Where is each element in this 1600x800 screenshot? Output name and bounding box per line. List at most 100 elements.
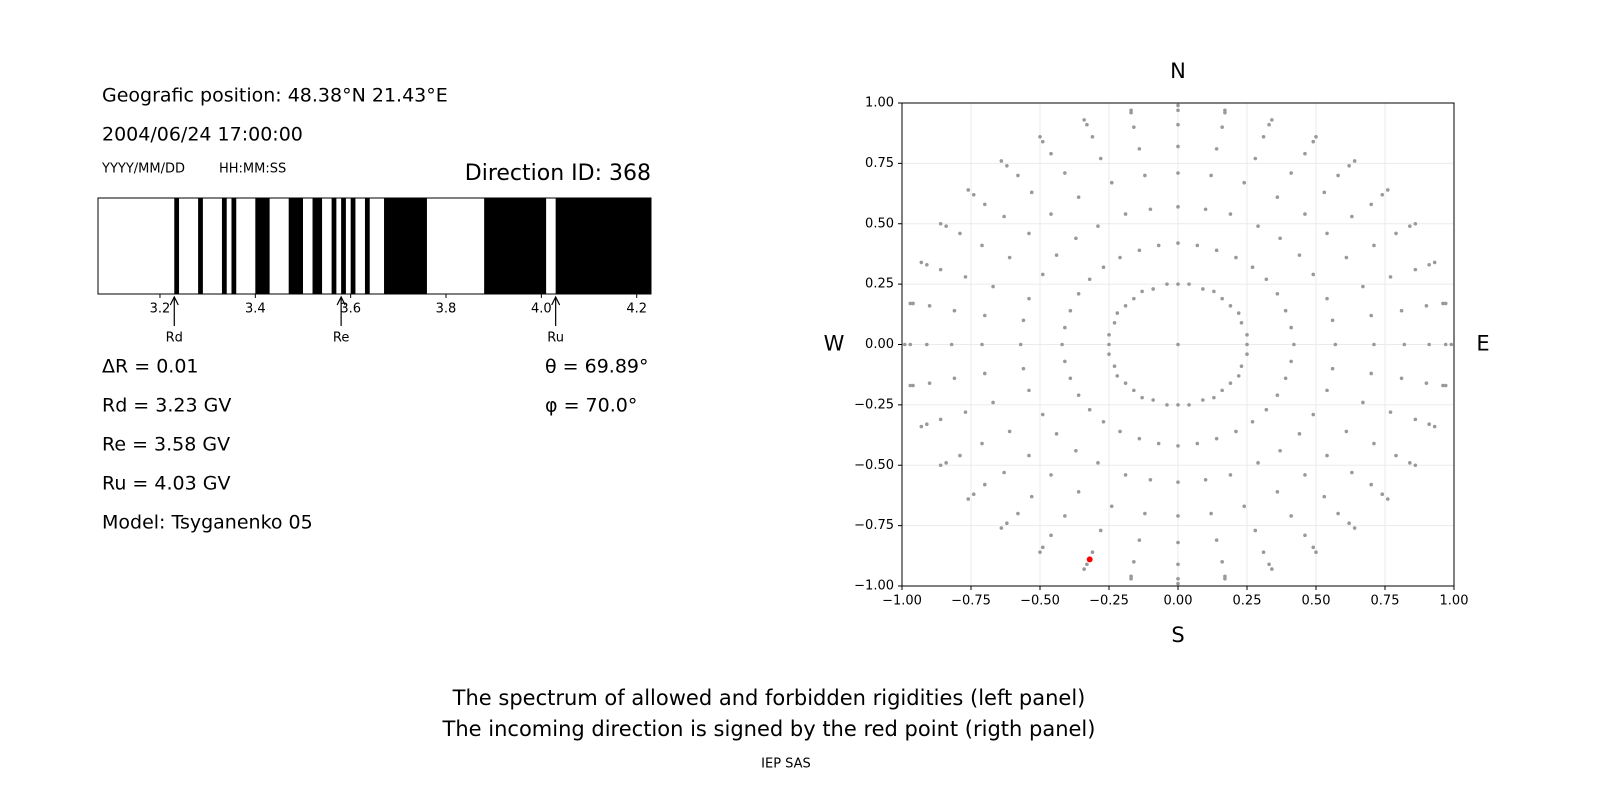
direction-point xyxy=(1137,147,1142,151)
direction-point xyxy=(1176,480,1180,484)
forbidden-band xyxy=(384,198,427,294)
direction-point xyxy=(1347,521,1351,526)
caption: The incoming direction is signed by the … xyxy=(442,717,1096,741)
direction-point xyxy=(1441,383,1445,388)
direction-point xyxy=(1129,108,1133,113)
direction-point xyxy=(1115,374,1120,378)
direction-point xyxy=(1123,473,1128,477)
direction-point xyxy=(1049,212,1053,216)
direction-point xyxy=(1137,436,1142,441)
direction-point xyxy=(1314,135,1318,139)
x-tick-label: −0.75 xyxy=(951,594,991,609)
direction-point xyxy=(911,301,915,306)
direction-point xyxy=(958,453,962,458)
direction-point xyxy=(1021,366,1026,371)
direction-point xyxy=(1283,308,1288,313)
direction-point xyxy=(938,267,943,272)
direction-point xyxy=(963,410,968,414)
direction-point xyxy=(1297,432,1302,436)
direction-point xyxy=(980,441,984,446)
direction-point xyxy=(1176,581,1180,586)
direction-point xyxy=(1115,311,1120,315)
direction-point xyxy=(1350,470,1354,475)
direction-point xyxy=(1311,545,1316,550)
direction-point xyxy=(1253,156,1258,161)
direction-point xyxy=(908,342,913,347)
direction-point xyxy=(1016,173,1020,178)
direction-point xyxy=(1388,275,1393,279)
direction-point xyxy=(1027,388,1031,393)
direction-point xyxy=(980,342,984,347)
x-tick-label: 3.8 xyxy=(436,302,457,317)
y-tick-label: 0.00 xyxy=(865,337,894,352)
direction-point xyxy=(1176,108,1180,113)
direction-point xyxy=(1413,417,1418,422)
direction-point xyxy=(1123,304,1128,308)
marker-label: Rd xyxy=(166,331,183,346)
direction-point xyxy=(1245,333,1249,337)
direction-point xyxy=(1292,342,1296,347)
direction-point xyxy=(1424,381,1429,385)
direction-point xyxy=(1408,224,1412,228)
x-tick-label: 0.75 xyxy=(1371,594,1400,609)
compass-label: N xyxy=(1170,59,1186,83)
y-tick-label: 1.00 xyxy=(865,96,894,111)
direction-point xyxy=(1449,342,1454,347)
direction-point xyxy=(1311,139,1316,144)
y-tick-label: 0.50 xyxy=(865,216,894,231)
time-format: HH:MM:SS xyxy=(219,162,286,177)
direction-point xyxy=(1372,342,1376,347)
direction-point xyxy=(1107,342,1111,347)
x-tick-label: 0.50 xyxy=(1302,594,1331,609)
direction-point xyxy=(991,400,995,405)
direction-point xyxy=(1109,504,1114,509)
direction-point xyxy=(1195,243,1200,248)
direction-point xyxy=(983,371,987,376)
direction-point xyxy=(1380,192,1385,197)
marker-arrowhead xyxy=(551,295,561,306)
direction-point xyxy=(1330,366,1335,371)
direction-point xyxy=(1369,313,1373,318)
direction-point xyxy=(1063,171,1067,175)
direction-point xyxy=(919,260,924,265)
direction-point xyxy=(1112,364,1117,369)
direction-point xyxy=(1325,296,1329,301)
datetime: 2004/06/24 17:00:00 xyxy=(102,124,303,146)
direction-point xyxy=(1212,395,1216,400)
direction-point xyxy=(938,221,943,226)
direction-point xyxy=(1234,255,1238,260)
direction-point xyxy=(1245,352,1249,356)
direction-point xyxy=(1369,482,1373,487)
direction-point xyxy=(1427,422,1431,426)
direction-point xyxy=(983,202,987,207)
direction-point xyxy=(949,342,954,347)
direction-point xyxy=(1388,410,1393,414)
direction-point xyxy=(958,231,962,236)
forbidden-band xyxy=(288,198,303,294)
direction-point xyxy=(1214,147,1219,151)
direction-point xyxy=(1432,260,1437,265)
direction-point xyxy=(1220,560,1224,564)
direction-point xyxy=(1096,224,1100,228)
direction-point xyxy=(919,424,924,429)
direction-point xyxy=(1148,207,1153,212)
direction-point xyxy=(1027,231,1031,236)
direction-point xyxy=(1040,545,1045,550)
direction-point xyxy=(1118,255,1122,260)
direction-point xyxy=(1264,407,1269,412)
direction-point xyxy=(1267,562,1271,567)
x-tick-label: 3.2 xyxy=(150,302,171,317)
direction-point xyxy=(944,461,948,465)
direction-point xyxy=(1228,473,1233,477)
direction-point xyxy=(1256,461,1260,465)
direction-point xyxy=(1038,550,1042,554)
direction-point xyxy=(1040,412,1045,417)
model: Model: Tsyganenko 05 xyxy=(102,512,313,534)
direction-point xyxy=(1432,424,1437,429)
direction-point xyxy=(1289,359,1293,364)
direction-point xyxy=(1143,173,1147,178)
direction-point xyxy=(1187,403,1191,407)
direction-point xyxy=(1151,398,1155,402)
direction-point xyxy=(1063,325,1067,330)
forbidden-band xyxy=(341,198,346,294)
